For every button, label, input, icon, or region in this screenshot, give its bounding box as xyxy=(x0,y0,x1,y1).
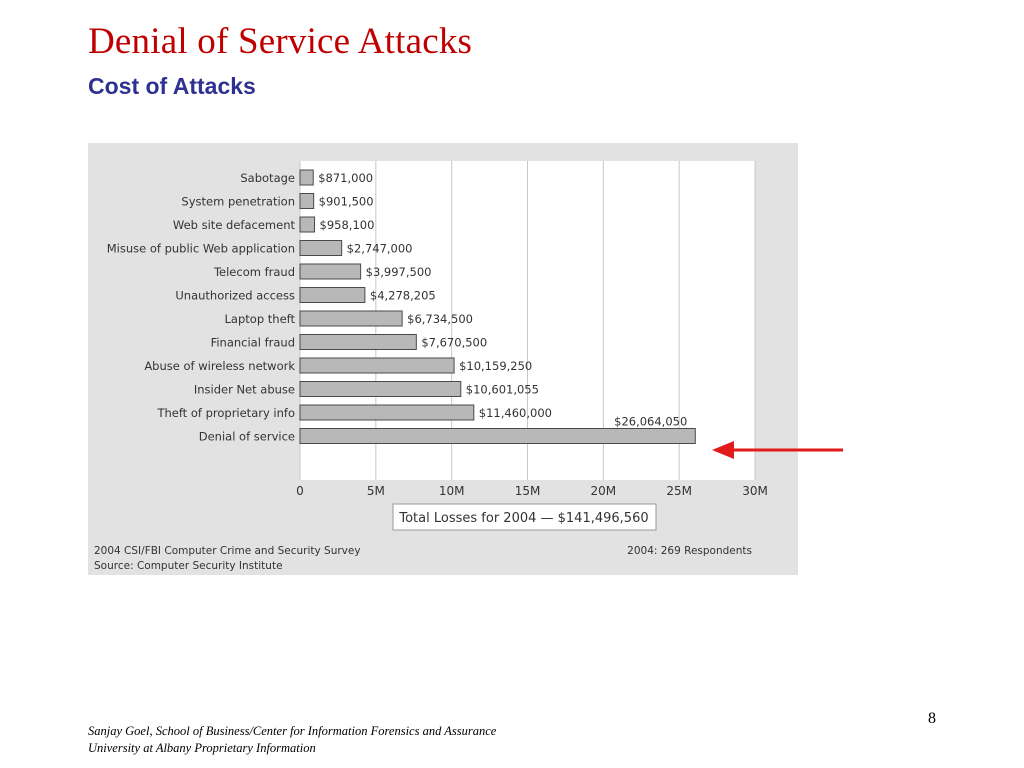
bar xyxy=(299,404,475,421)
category-label: Misuse of public Web application xyxy=(107,242,295,256)
value-label: $3,997,500 xyxy=(366,265,432,279)
value-label: $26,064,050 xyxy=(614,415,687,429)
bar xyxy=(299,287,366,303)
arrow-head-icon xyxy=(712,441,734,459)
value-labels: $871,000 $901,500 $958,100 $2,747,000 $3,997… xyxy=(318,171,687,429)
category-label: Financial fraud xyxy=(211,336,295,350)
value-label: $871,000 xyxy=(318,171,373,185)
bar xyxy=(299,381,462,397)
bar-chart: Sabotage System penetration Web site defac… xyxy=(88,143,798,575)
category-label: Denial of service xyxy=(199,430,295,444)
x-tick-label: 0 xyxy=(296,484,304,498)
slide-title: Denial of Service Attacks xyxy=(88,21,473,62)
category-label: Web site defacement xyxy=(173,218,296,232)
source-line-2: Source: Computer Security Institute xyxy=(94,560,283,572)
value-label: $958,100 xyxy=(320,218,375,232)
bar xyxy=(299,357,455,374)
bar xyxy=(299,193,315,209)
respondents-label: 2004: 269 Respondents xyxy=(627,545,752,557)
bar xyxy=(299,334,417,350)
total-box xyxy=(392,503,657,531)
bar xyxy=(299,216,316,233)
value-label: $7,670,500 xyxy=(421,336,487,350)
category-label: Sabotage xyxy=(240,171,295,185)
x-tick-label: 10M xyxy=(439,484,465,498)
footer-org: University at Albany Proprietary Informa… xyxy=(88,741,316,755)
x-tick-label: 5M xyxy=(367,484,385,498)
source-line-1: 2004 CSI/FBI Computer Crime and Security… xyxy=(94,545,361,557)
value-label: $6,734,500 xyxy=(407,312,473,326)
category-label: Laptop theft xyxy=(225,312,296,326)
category-label: Telecom fraud xyxy=(213,265,295,279)
grid-lines xyxy=(299,161,756,480)
total-label: Total Losses for 2004 — $141,496,560 xyxy=(398,511,648,526)
bars xyxy=(299,169,696,444)
category-label: System penetration xyxy=(181,195,295,209)
highlight-arrow xyxy=(712,441,843,459)
bar xyxy=(299,263,362,280)
category-label: Insider Net abuse xyxy=(194,383,295,397)
slide-subtitle: Cost of Attacks xyxy=(88,73,256,99)
page-number: 8 xyxy=(928,710,936,727)
bar xyxy=(299,240,343,256)
category-label: Theft of proprietary info xyxy=(156,406,295,420)
value-label: $2,747,000 xyxy=(347,242,413,256)
category-label: Unauthorized access xyxy=(175,289,295,303)
value-label: $10,601,055 xyxy=(466,383,539,397)
x-tick-label: 20M xyxy=(591,484,617,498)
category-labels: Sabotage System penetration Web site defac… xyxy=(107,171,296,444)
bar xyxy=(299,310,403,327)
value-label: $901,500 xyxy=(319,195,374,209)
x-tick-label: 25M xyxy=(666,484,692,498)
x-tick-label: 30M xyxy=(742,484,768,498)
chart-figure: Sabotage System penetration Web site defac… xyxy=(88,143,798,575)
value-label: $11,460,000 xyxy=(479,406,552,420)
x-axis-ticks: 0 5M 10M 15M 20M 25M 30M xyxy=(296,484,768,498)
bar xyxy=(299,169,314,186)
footer-author: Sanjay Goel, School of Business/Center f… xyxy=(88,724,497,738)
value-label: $10,159,250 xyxy=(459,359,532,373)
value-label: $4,278,205 xyxy=(370,289,436,303)
x-tick-label: 15M xyxy=(515,484,541,498)
bar xyxy=(299,428,696,444)
category-label: Abuse of wireless network xyxy=(144,359,295,373)
